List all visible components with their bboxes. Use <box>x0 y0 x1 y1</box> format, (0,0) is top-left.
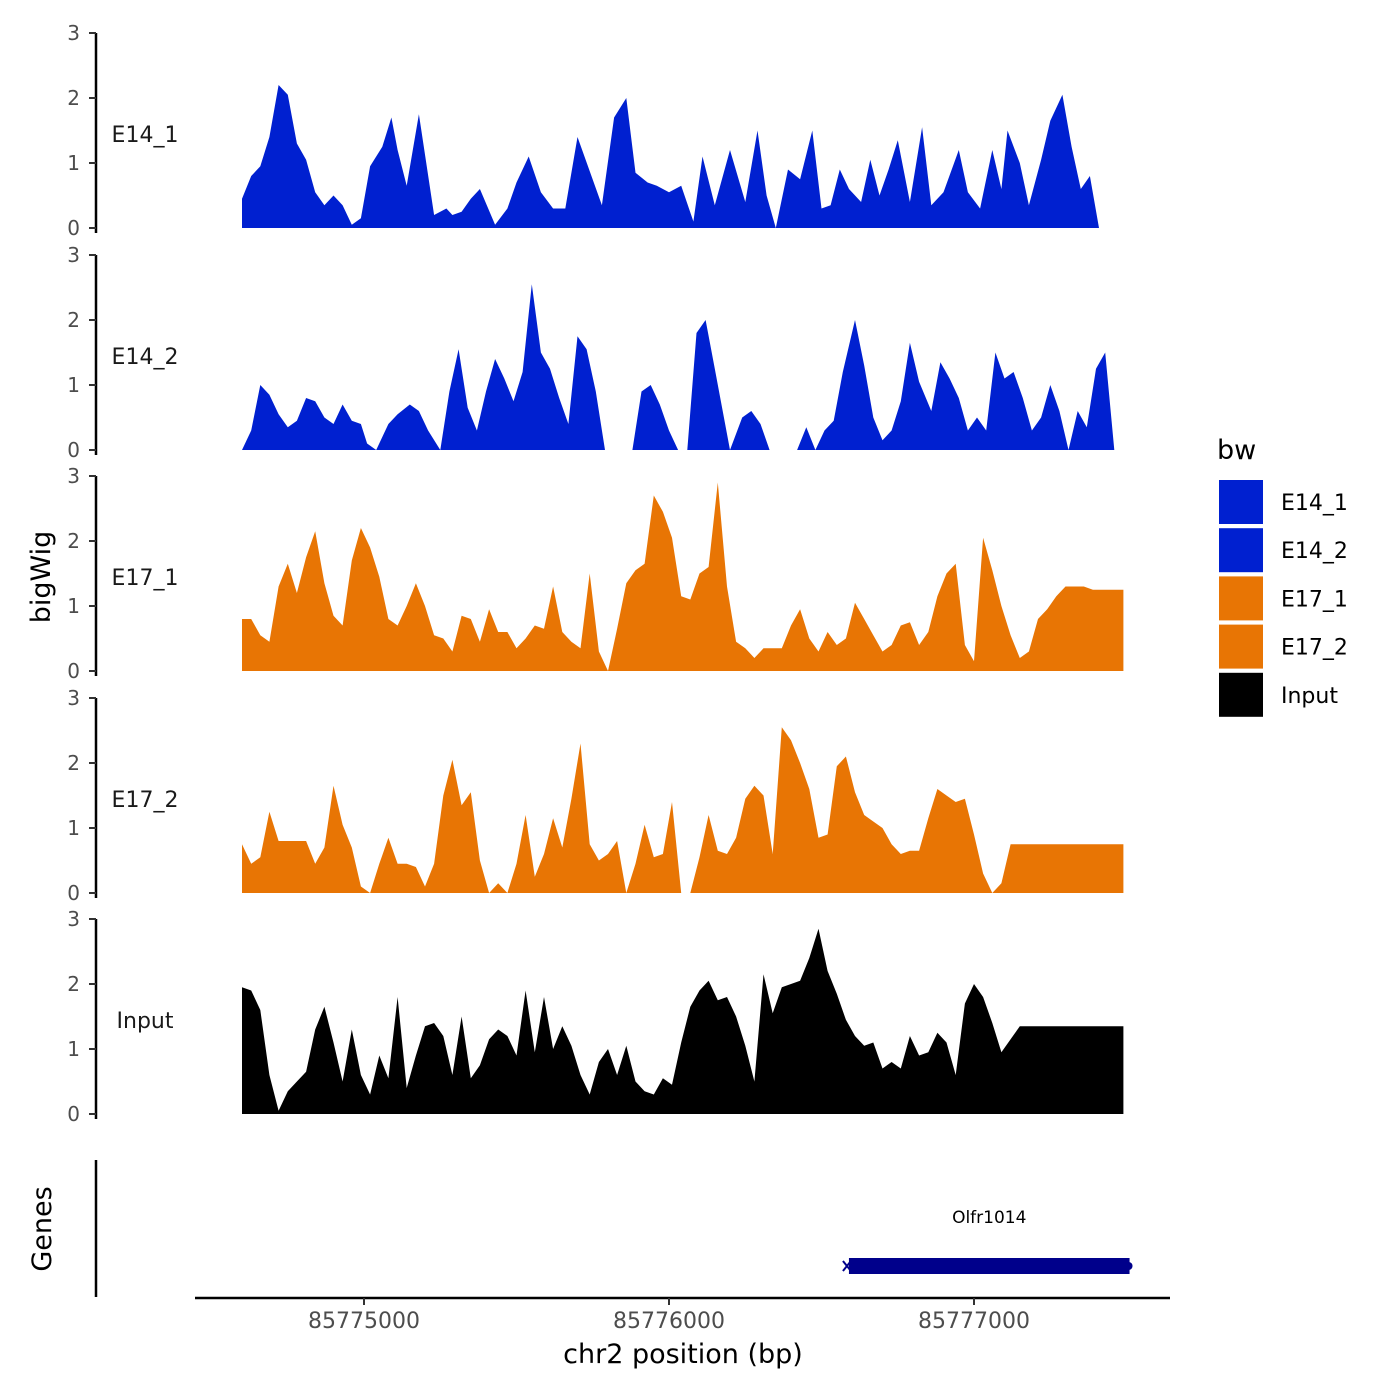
legend-key-Input <box>1219 672 1263 717</box>
y-tick-label-E14_1-1: 1 <box>67 151 80 175</box>
genes-track: Genes Olfr1014 <box>27 1160 1133 1297</box>
coverage-area-E14_1 <box>242 85 1124 228</box>
x-tick-label-85775000: 85775000 <box>308 1309 420 1334</box>
legend-key-E14_1 <box>1219 480 1263 524</box>
x-axis: 85775000 85776000 85777000 <box>195 1296 1170 1334</box>
coverage-tracks: 0 1 2 3 E14_1 0 1 2 3 E14_2 0 1 2 3 E17_1 0 1 2 3 E17_2 0 1 2 3… <box>67 21 1124 1126</box>
legend-label-E17_1: E17_1 <box>1281 587 1348 612</box>
y-tick-label-E17_2-1: 1 <box>67 816 80 840</box>
gene-start-marker <box>842 1260 852 1272</box>
y-tick-label-E14_1-2: 2 <box>67 86 80 110</box>
gene-label-Olfr1014: Olfr1014 <box>952 1208 1026 1228</box>
legend-label-E14_1: E14_1 <box>1281 491 1348 516</box>
legend-label-Input: Input <box>1281 684 1338 709</box>
track-label-E14_1: E14_1 <box>112 123 179 148</box>
y-tick-label-E14_1-0: 0 <box>67 216 80 240</box>
y-tick-label-E14_1-3: 3 <box>67 21 80 45</box>
track-E14_2: 0 1 2 3 E14_2 <box>67 243 1124 462</box>
track-E17_1: 0 1 2 3 E17_1 <box>67 464 1124 683</box>
y-tick-label-E14_2-3: 3 <box>67 243 80 267</box>
y-tick-label-E14_2-2: 2 <box>67 308 80 332</box>
y-tick-label-E17_2-2: 2 <box>67 751 80 775</box>
y-axis-title: bigWig <box>26 531 57 624</box>
coverage-area-E17_2 <box>242 727 1124 893</box>
y-tick-label-E17_1-0: 0 <box>67 659 80 683</box>
y-tick-label-E17_2-3: 3 <box>67 686 80 710</box>
y-tick-label-E17_2-0: 0 <box>67 881 80 905</box>
legend-key-E14_2 <box>1219 528 1263 573</box>
track-label-E17_2: E17_2 <box>112 788 179 813</box>
coverage-area-E14_2 <box>242 284 1124 450</box>
y-tick-label-Input-0: 0 <box>67 1102 80 1126</box>
track-label-E17_1: E17_1 <box>112 566 179 591</box>
coverage-area-E17_1 <box>242 482 1124 671</box>
y-tick-label-E17_1-1: 1 <box>67 594 80 618</box>
legend-label-E14_2: E14_2 <box>1281 539 1348 564</box>
legend-title: bw <box>1217 435 1256 466</box>
genes-track-title: Genes <box>27 1186 58 1271</box>
track-label-E14_2: E14_2 <box>112 345 179 370</box>
x-tick-label-85776000: 85776000 <box>613 1309 725 1334</box>
track-Input: 0 1 2 3 Input <box>67 907 1124 1126</box>
x-axis-title: chr2 position (bp) <box>563 1339 803 1370</box>
track-E14_1: 0 1 2 3 E14_1 <box>67 21 1124 240</box>
y-tick-label-Input-3: 3 <box>67 907 80 931</box>
legend-label-E17_2: E17_2 <box>1281 636 1348 661</box>
legend-key-E17_2 <box>1219 624 1263 669</box>
y-tick-label-Input-1: 1 <box>67 1037 80 1061</box>
legend: bw E14_1 E14_2 E17_1 E17_2 Input <box>1217 435 1348 717</box>
y-tick-label-E14_2-1: 1 <box>67 373 80 397</box>
legend-key-E17_1 <box>1219 576 1263 621</box>
coverage-area-Input <box>242 928 1124 1114</box>
gene-end-marker <box>1124 1262 1133 1270</box>
y-tick-label-E14_2-0: 0 <box>67 438 80 462</box>
track-E17_2: 0 1 2 3 E17_2 <box>67 686 1124 905</box>
track-label-Input: Input <box>117 1009 174 1034</box>
y-tick-label-E17_1-3: 3 <box>67 464 80 488</box>
gene-body-Olfr1014 <box>848 1258 1130 1274</box>
y-tick-label-E17_1-2: 2 <box>67 529 80 553</box>
y-tick-label-Input-2: 2 <box>67 972 80 996</box>
x-tick-label-85777000: 85777000 <box>918 1309 1030 1334</box>
